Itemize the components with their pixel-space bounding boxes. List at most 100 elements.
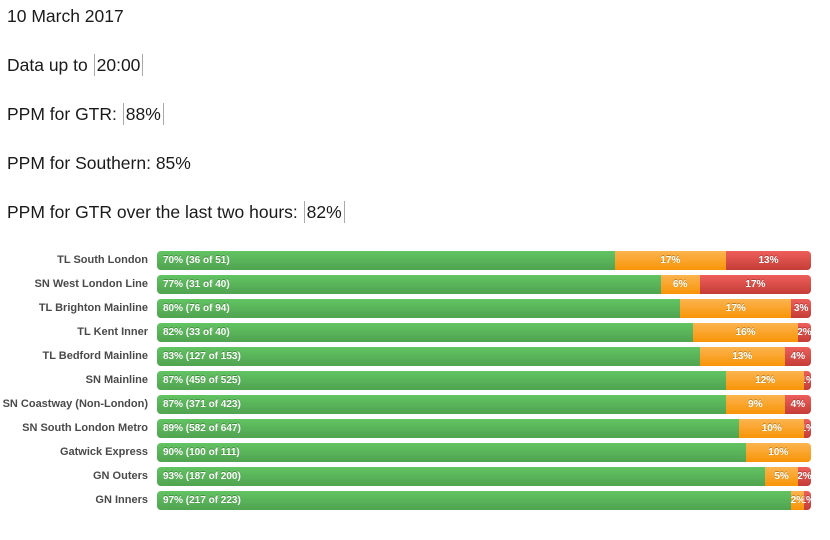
ppm-gtr-line: PPM for GTR: 88% xyxy=(7,103,830,125)
segment-value-label: 93% (187 of 200) xyxy=(163,471,241,482)
row-bar: 82% (33 of 40) 16% 2% xyxy=(157,323,811,342)
row-bar: 87% (371 of 423) 9% 4% xyxy=(157,395,811,414)
segment-value-label: 17% xyxy=(745,279,766,290)
segment-value-label: 16% xyxy=(735,327,756,338)
row-label: GN Inners xyxy=(95,494,148,506)
row-bar: 83% (127 of 153) 13% 4% xyxy=(157,347,811,366)
segment-value-label: 97% (217 of 223) xyxy=(163,495,241,506)
report-header: 10 March 2017 Data up to 20:00 PPM for G… xyxy=(0,0,830,223)
row-bar: 93% (187 of 200) 5% 2% xyxy=(157,467,811,486)
data-up-to-label: Data up to xyxy=(7,55,93,75)
ppm-gtr-two-hours-field: 82% xyxy=(303,201,345,223)
segment-value-label: 12% xyxy=(755,375,776,386)
bar-segment-very-late: 1% xyxy=(804,491,811,510)
segment-value-label: 1% xyxy=(804,495,811,506)
segment-value-label: 87% (371 of 423) xyxy=(163,399,241,410)
bar-segment-on-time: 87% (371 of 423) xyxy=(157,395,726,414)
bar-segment-on-time: 89% (582 of 647) xyxy=(157,419,740,438)
segment-value-label: 17% xyxy=(660,255,681,266)
chart-row: TL Kent Inner 82% (33 of 40) 16% 2% xyxy=(0,323,830,342)
bar-segment-late: 17% xyxy=(680,299,792,318)
row-label: SN South London Metro xyxy=(22,422,148,434)
segment-value-label: 4% xyxy=(790,399,806,410)
bar-segment-on-time: 90% (100 of 111) xyxy=(157,443,746,462)
bar-segment-late: 6% xyxy=(660,275,700,294)
row-label: GN Outers xyxy=(92,470,148,482)
bar-segment-very-late: 17% xyxy=(699,275,811,294)
bar-segment-very-late: 1% xyxy=(804,419,811,438)
segment-value-label: 5% xyxy=(774,471,789,482)
segment-value-label: 2% xyxy=(797,327,811,338)
bar-segment-on-time: 87% (459 of 525) xyxy=(157,371,726,390)
report-date: 10 March 2017 xyxy=(7,6,124,26)
bar-segment-very-late: 4% xyxy=(784,395,811,414)
bar-segment-late: 16% xyxy=(693,323,798,342)
ppm-gtr-two-hours-line: PPM for GTR over the last two hours: 82% xyxy=(7,201,830,223)
segment-value-label: 87% (459 of 525) xyxy=(163,375,241,386)
row-bar: 97% (217 of 223) 2%1% xyxy=(157,491,811,510)
bar-segment-late: 10% xyxy=(739,419,805,438)
row-bar: 77% (31 of 40) 6% 17% xyxy=(157,275,811,294)
ppm-gtr-field: 88% xyxy=(122,103,164,125)
bar-segment-late: 12% xyxy=(725,371,805,390)
segment-value-label: 82% (33 of 40) xyxy=(163,327,230,338)
bar-segment-on-time: 77% (31 of 40) xyxy=(157,275,661,294)
bar-segment-very-late: 4% xyxy=(784,347,811,366)
bar-segment-late: 5% xyxy=(765,467,798,486)
bar-segment-on-time: 70% (36 of 51) xyxy=(157,251,615,270)
segment-value-label: 13% xyxy=(732,351,753,362)
segment-value-label: 2% xyxy=(797,471,811,482)
bar-segment-on-time: 97% (217 of 223) xyxy=(157,491,792,510)
bar-segment-late: 10% xyxy=(745,443,811,462)
row-bar: 80% (76 of 94) 17% 3% xyxy=(157,299,811,318)
segment-value-label: 10% xyxy=(768,447,789,458)
row-bar: 89% (582 of 647) 10% 1% xyxy=(157,419,811,438)
segment-value-label: 4% xyxy=(790,351,806,362)
row-label: SN Mainline xyxy=(85,374,148,386)
row-label: SN West London Line xyxy=(34,278,148,290)
bar-segment-on-time: 93% (187 of 200) xyxy=(157,467,766,486)
bar-segment-very-late: 1% xyxy=(804,371,811,390)
ppm-southern-line: PPM for Southern: 85% xyxy=(7,153,191,173)
segment-value-label: 2% xyxy=(791,495,805,506)
chart-row: SN Mainline 87% (459 of 525) 12% 1% xyxy=(0,371,830,390)
segment-value-label: 89% (582 of 647) xyxy=(163,423,241,434)
bar-segment-late: 13% xyxy=(699,347,785,366)
bar-segment-late: 2% xyxy=(791,491,805,510)
ppm-gtr-label: PPM for GTR: xyxy=(7,104,122,124)
chart-row: TL South London 70% (36 of 51) 17% 13% xyxy=(0,251,830,270)
segment-value-label: 80% (76 of 94) xyxy=(163,303,230,314)
segment-value-label: 1% xyxy=(804,375,811,386)
row-label: SN Coastway (Non-London) xyxy=(2,398,148,410)
row-label: TL Bedford Mainline xyxy=(42,350,148,362)
bar-segment-late: 17% xyxy=(614,251,726,270)
row-label: TL South London xyxy=(57,254,148,266)
chart-row: TL Brighton Mainline 80% (76 of 94) 17% 3% xyxy=(0,299,830,318)
row-label: Gatwick Express xyxy=(59,446,148,458)
chart-row: GN Inners 97% (217 of 223) 2%1% xyxy=(0,491,830,510)
segment-value-label: 70% (36 of 51) xyxy=(163,255,230,266)
segment-value-label: 6% xyxy=(672,279,688,290)
bar-segment-on-time: 80% (76 of 94) xyxy=(157,299,681,318)
row-label: TL Kent Inner xyxy=(77,326,148,338)
segment-value-label: 77% (31 of 40) xyxy=(163,279,230,290)
segment-value-label: 1% xyxy=(804,423,811,434)
bar-segment-very-late: 13% xyxy=(725,251,811,270)
chart-row: GN Outers 93% (187 of 200) 5% 2% xyxy=(0,467,830,486)
bar-segment-on-time: 83% (127 of 153) xyxy=(157,347,700,366)
chart-row: SN West London Line 77% (31 of 40) 6% 17% xyxy=(0,275,830,294)
segment-value-label: 3% xyxy=(793,303,809,314)
ppm-gtr-two-hours-label: PPM for GTR over the last two hours: xyxy=(7,202,303,222)
row-label: TL Brighton Mainline xyxy=(38,302,148,314)
segment-value-label: 10% xyxy=(761,423,782,434)
row-bar: 90% (100 of 111) 10% xyxy=(157,443,811,462)
data-up-to-line: Data up to 20:00 xyxy=(7,54,830,76)
ppm-stacked-bar-chart: TL South London 70% (36 of 51) 17% 13% SN … xyxy=(0,251,830,510)
chart-row: SN Coastway (Non-London) 87% (371 of 423… xyxy=(0,395,830,414)
bar-segment-on-time: 82% (33 of 40) xyxy=(157,323,694,342)
chart-row: TL Bedford Mainline 83% (127 of 153) 13% 4… xyxy=(0,347,830,366)
bar-segment-late: 9% xyxy=(725,395,785,414)
chart-row: Gatwick Express 90% (100 of 111) 10% xyxy=(0,443,830,462)
segment-value-label: 83% (127 of 153) xyxy=(163,351,241,362)
segment-value-label: 90% (100 of 111) xyxy=(163,447,240,458)
